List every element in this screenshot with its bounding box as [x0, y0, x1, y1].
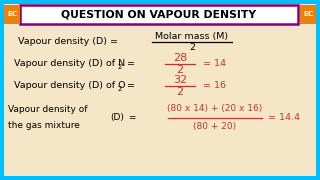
Text: = 16: = 16 [200, 82, 226, 91]
Text: 2: 2 [176, 87, 184, 97]
Text: 2: 2 [118, 86, 122, 92]
Text: 2: 2 [118, 64, 122, 70]
FancyBboxPatch shape [300, 5, 316, 24]
FancyBboxPatch shape [20, 5, 298, 24]
Text: EC: EC [7, 12, 17, 17]
Text: =: = [126, 113, 139, 122]
Text: Vapour density of: Vapour density of [8, 105, 87, 114]
Text: 2: 2 [176, 65, 184, 75]
Text: Vapour density (D) of N: Vapour density (D) of N [14, 60, 125, 69]
Text: =: = [124, 82, 138, 91]
Text: 28: 28 [173, 53, 187, 63]
FancyBboxPatch shape [4, 5, 20, 24]
Text: (D): (D) [110, 113, 124, 122]
FancyBboxPatch shape [4, 4, 316, 176]
Text: EC: EC [303, 12, 313, 17]
Text: Vapour density (D) =: Vapour density (D) = [18, 37, 121, 46]
Text: 2: 2 [189, 44, 195, 53]
Text: = 14: = 14 [200, 60, 226, 69]
Text: Molar mass (M): Molar mass (M) [156, 31, 228, 40]
Text: Vapour density (D) of O: Vapour density (D) of O [14, 82, 125, 91]
Text: QUESTION ON VAPOUR DENSITY: QUESTION ON VAPOUR DENSITY [61, 10, 257, 19]
Text: (80 + 20): (80 + 20) [193, 122, 236, 130]
Text: = 14.4: = 14.4 [265, 113, 300, 122]
Text: (80 x 14) + (20 x 16): (80 x 14) + (20 x 16) [167, 105, 263, 114]
Text: =: = [124, 60, 138, 69]
Text: 32: 32 [173, 75, 187, 85]
Text: the gas mixture: the gas mixture [8, 122, 80, 130]
